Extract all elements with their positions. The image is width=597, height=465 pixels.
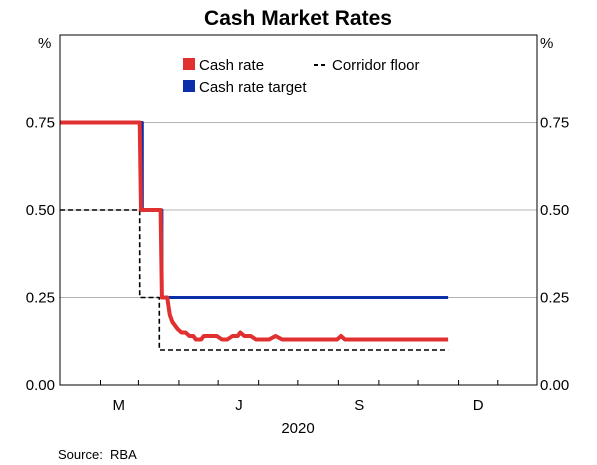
series-line-cash-rate — [60, 120, 449, 342]
legend-swatch-cash-rate-target — [183, 80, 195, 92]
y-unit-left: % — [38, 35, 51, 52]
y-tick-label-left: 0.00 — [26, 377, 55, 394]
x-tick-label: D — [473, 397, 484, 414]
x-year-label: 2020 — [281, 420, 314, 437]
plot-frame — [59, 34, 538, 386]
legend-label-cash-rate-target: Cash rate target — [199, 79, 307, 96]
y-tick-label-left: 0.50 — [26, 202, 55, 219]
chart-title: Cash Market Rates — [204, 7, 392, 30]
x-tick-label: J — [235, 397, 243, 414]
series-line-corridor-floor — [60, 209, 449, 351]
y-tick-label-right: 0.75 — [540, 115, 569, 132]
legend: Cash rate Corridor floor Cash rate targe… — [183, 57, 420, 96]
source-note: Source: RBA — [58, 447, 137, 462]
y-tick-label-right: 0.25 — [540, 290, 569, 307]
y-tick-label-left: 0.75 — [26, 115, 55, 132]
legend-label-cash-rate: Cash rate — [199, 57, 264, 74]
series-lines — [60, 120, 449, 351]
y-tick-label-left: 0.25 — [26, 290, 55, 307]
legend-label-corridor-floor: Corridor floor — [332, 57, 420, 74]
x-tick-label: S — [354, 397, 364, 414]
gridlines — [60, 122, 537, 298]
y-tick-label-right: 0.00 — [540, 377, 569, 394]
y-tick-label-right: 0.50 — [540, 202, 569, 219]
x-tick-label: M — [113, 397, 126, 414]
axis-ticks: 0.00 0.00 0.25 0.25 0.50 0.50 0.75 0.75 M J S D — [26, 115, 569, 415]
legend-swatch-cash-rate — [183, 58, 195, 70]
y-unit-right: % — [540, 35, 553, 52]
